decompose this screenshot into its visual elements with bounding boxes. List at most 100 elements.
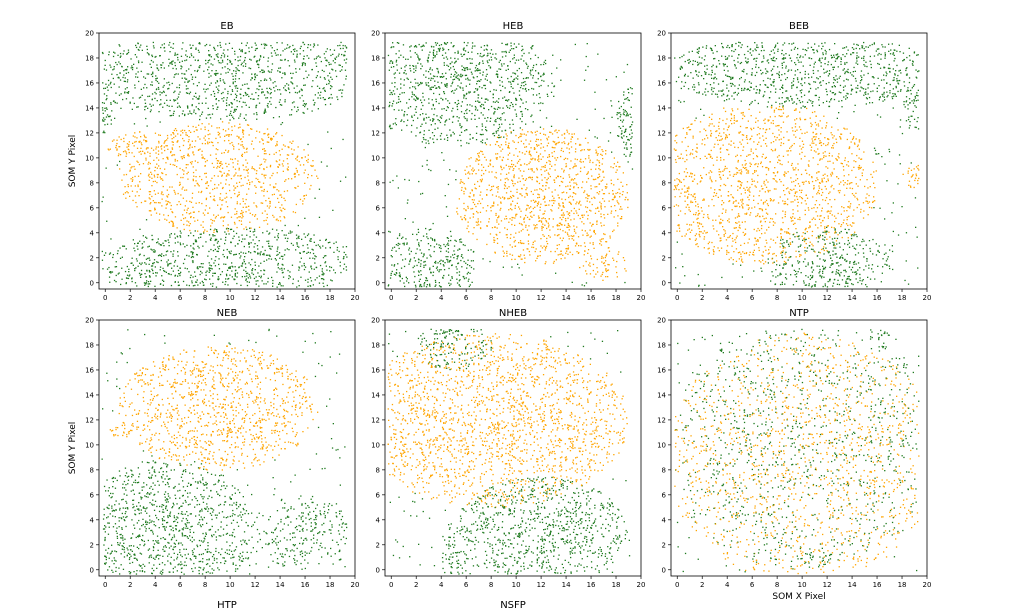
- data-point: [185, 70, 188, 72]
- data-point: [473, 199, 475, 201]
- data-point: [531, 87, 533, 90]
- data-point: [213, 195, 215, 197]
- data-point: [440, 117, 443, 119]
- data-point: [463, 116, 465, 118]
- data-point: [241, 263, 244, 265]
- data-point: [119, 247, 121, 249]
- data-point: [468, 171, 470, 173]
- data-point: [554, 189, 556, 191]
- data-point: [163, 84, 165, 87]
- data-point: [467, 177, 470, 179]
- data-point: [500, 201, 502, 203]
- data-point: [229, 228, 232, 231]
- data-point: [210, 63, 212, 65]
- data-point: [159, 134, 161, 136]
- data-point: [251, 214, 254, 216]
- data-point: [440, 97, 442, 99]
- data-point: [224, 135, 226, 137]
- data-point: [201, 142, 204, 145]
- data-point: [141, 262, 143, 264]
- data-point: [546, 93, 548, 95]
- data-point: [548, 187, 550, 189]
- data-point: [241, 210, 243, 212]
- data-point: [272, 214, 274, 217]
- data-point: [186, 224, 188, 226]
- data-point: [344, 54, 346, 57]
- data-point: [398, 234, 401, 237]
- data-point: [281, 210, 283, 212]
- data-point: [545, 185, 547, 187]
- data-point: [620, 114, 622, 116]
- data-point: [543, 212, 545, 215]
- data-point: [619, 217, 622, 220]
- data-point: [211, 162, 213, 165]
- data-point: [185, 50, 187, 52]
- data-point: [436, 53, 438, 55]
- data-point: [280, 123, 282, 126]
- data-point: [189, 145, 191, 147]
- data-point: [178, 105, 180, 107]
- data-point: [481, 142, 484, 144]
- data-point: [136, 67, 138, 69]
- data-point: [154, 170, 156, 172]
- data-point: [532, 88, 535, 90]
- data-point: [463, 69, 465, 71]
- data-point: [563, 171, 565, 173]
- data-point: [189, 143, 191, 146]
- data-point: [229, 112, 232, 115]
- data-point: [171, 62, 173, 64]
- data-point: [415, 135, 417, 137]
- data-point: [629, 133, 631, 136]
- data-point: [302, 251, 304, 253]
- data-point: [456, 105, 458, 108]
- data-point: [508, 147, 510, 149]
- data-point: [431, 99, 433, 101]
- data-point: [416, 127, 418, 129]
- data-point: [271, 69, 273, 71]
- data-point: [549, 163, 551, 165]
- data-point: [244, 101, 246, 104]
- data-point: [459, 75, 461, 77]
- data-point: [276, 48, 278, 51]
- data-point: [325, 59, 327, 61]
- data-point: [258, 167, 261, 169]
- data-point: [262, 143, 264, 145]
- data-point: [240, 212, 242, 215]
- data-point: [202, 221, 204, 223]
- data-point: [198, 66, 200, 68]
- data-point: [280, 255, 283, 257]
- data-point: [270, 103, 272, 105]
- data-point: [600, 275, 602, 277]
- data-point: [144, 102, 147, 104]
- data-point: [409, 87, 411, 89]
- data-point: [587, 252, 589, 254]
- data-point: [241, 50, 243, 52]
- data-point: [324, 261, 327, 263]
- data-point: [345, 176, 347, 178]
- data-point: [496, 141, 499, 143]
- data-point: [154, 193, 157, 195]
- data-point: [523, 254, 525, 256]
- data-point: [152, 272, 154, 274]
- data-point: [338, 64, 340, 66]
- data-point: [601, 179, 604, 181]
- data-point: [205, 205, 207, 207]
- data-point: [508, 51, 510, 53]
- data-point: [589, 242, 591, 244]
- data-point: [108, 84, 110, 86]
- data-point: [253, 148, 255, 150]
- data-point: [531, 48, 533, 50]
- data-point: [206, 159, 208, 162]
- data-point: [618, 107, 621, 109]
- data-point: [243, 117, 245, 119]
- data-point: [436, 266, 438, 268]
- data-point: [276, 144, 278, 146]
- data-point: [192, 151, 194, 153]
- data-point: [242, 198, 244, 200]
- data-point: [391, 62, 394, 64]
- data-point: [520, 99, 523, 101]
- data-point: [508, 99, 510, 101]
- data-point: [281, 269, 283, 271]
- data-point: [303, 250, 305, 253]
- data-point: [563, 191, 565, 193]
